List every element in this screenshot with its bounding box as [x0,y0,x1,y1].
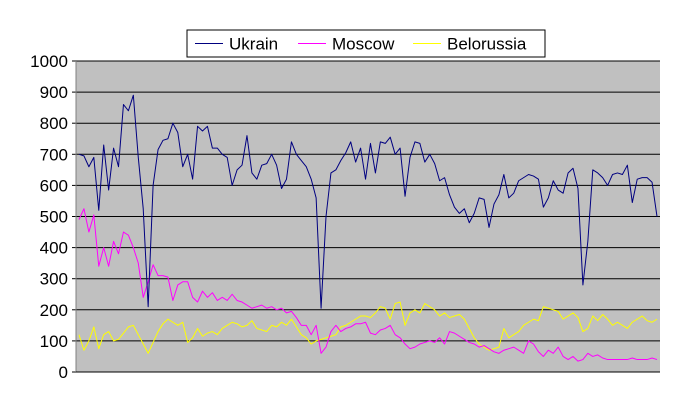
legend-label-belorussia: Belorussia [447,35,527,54]
y-tick-label: 800 [40,114,68,133]
legend-box [186,29,546,58]
legend-label-moscow: Moscow [332,35,395,54]
y-tick-label: 900 [40,83,68,102]
series-line-ukrain [78,94,658,309]
y-tick-label: 1000 [30,52,68,71]
series-line-moscow [78,208,658,362]
y-tick-label: 100 [40,332,68,351]
series-line-belorussia [78,301,658,354]
series-lines [78,94,658,362]
y-tick-label: 300 [40,270,68,289]
y-tick-label: 0 [59,363,68,382]
legend-label-ukrain: Ukrain [229,35,278,54]
y-tick-label: 400 [40,239,68,258]
y-axis-ticks: 0 100 200 300 400 500 600 700 800 900 1000 [30,52,76,382]
y-tick-label: 200 [40,301,68,320]
y-tick-label: 700 [40,145,68,164]
y-tick-label: 600 [40,176,68,195]
y-tick-label: 500 [40,208,68,227]
legend: Ukrain Moscow Belorussia [186,29,546,58]
